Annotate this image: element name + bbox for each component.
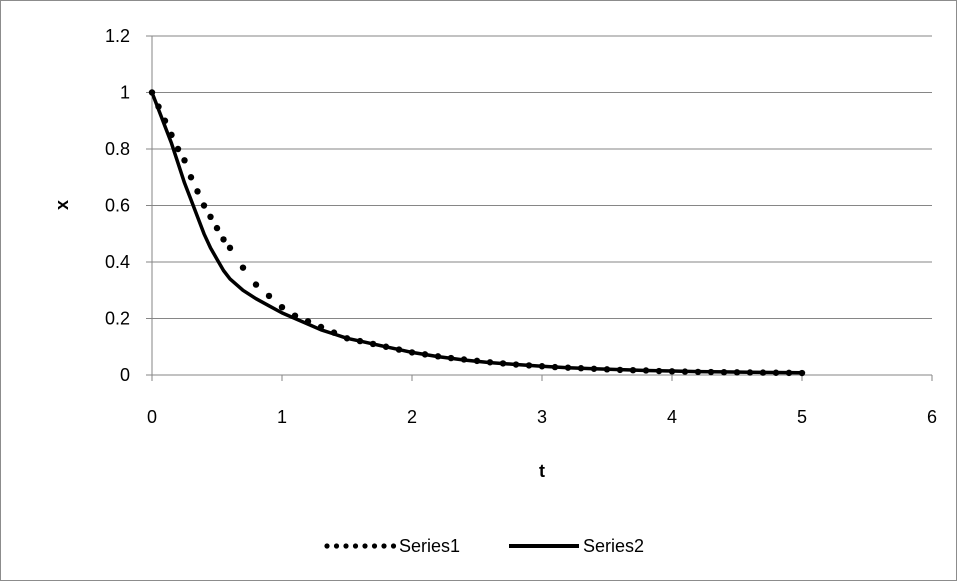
series1-point (168, 131, 175, 139)
series1-point (395, 346, 403, 353)
x-tick-label: 5 (797, 407, 807, 427)
series1-point (590, 365, 598, 372)
series1-point (499, 360, 507, 367)
legend-label-series1: Series1 (399, 536, 460, 556)
series1-point (304, 318, 312, 325)
series1-point (655, 367, 663, 375)
x-tick-label: 1 (277, 407, 287, 427)
legend-item-series1: Series1 (324, 536, 460, 556)
legend-item-series2: Series2 (509, 536, 644, 556)
series1-point (759, 369, 767, 376)
series1-point (473, 357, 481, 365)
series2-line (150, 90, 804, 375)
series1-point (603, 366, 611, 373)
x-ticks: 0 1 2 3 4 5 6 (147, 375, 937, 427)
series1-point (616, 366, 624, 374)
series1-point (746, 369, 754, 376)
series1-point (785, 369, 793, 377)
legend-label-series2: Series2 (583, 536, 644, 556)
series1-point (369, 340, 377, 348)
series1-point (447, 354, 455, 362)
series1-point (330, 329, 338, 336)
y-ticks: 0 0.2 0.4 0.6 0.8 1 1.2 (105, 26, 152, 385)
series1-point (681, 368, 689, 375)
x-tick-label: 2 (407, 407, 417, 427)
series1-point (421, 351, 429, 358)
series1-point (181, 157, 188, 164)
series1-point (720, 368, 728, 376)
series1-point (460, 356, 468, 363)
series1-point (564, 364, 572, 371)
legend-dot (343, 543, 349, 549)
series1-point (291, 312, 299, 319)
y-tick-label: 1.2 (105, 26, 130, 46)
series1-point (200, 202, 208, 209)
series1-point (213, 224, 221, 232)
legend-dot (324, 543, 330, 549)
series1-point (161, 117, 169, 124)
gridlines (152, 35, 932, 319)
legend-dot (381, 543, 387, 549)
series1-point (174, 145, 182, 153)
series1-point (356, 337, 364, 345)
series1-point (408, 349, 416, 356)
legend-dot (371, 543, 378, 549)
series1-point (220, 236, 227, 243)
series1-point (226, 244, 234, 252)
series1-point (382, 343, 390, 350)
series1-point (629, 366, 637, 374)
series1-point (265, 292, 273, 300)
y-tick-label: 0.2 (105, 309, 130, 329)
x-tick-label: 3 (537, 407, 547, 427)
legend-dot (390, 543, 397, 549)
series1-point (187, 174, 195, 181)
series1-point (512, 361, 520, 368)
y-tick-label: 0.8 (105, 139, 130, 159)
legend-dot (333, 543, 340, 549)
y-tick-label: 0 (120, 365, 130, 385)
series1-point (148, 89, 156, 96)
series1-point (155, 103, 162, 110)
series1-point (733, 369, 741, 376)
x-tick-label: 0 (147, 407, 157, 427)
series1-point (551, 363, 559, 371)
series1-point (194, 188, 201, 195)
series1-point (707, 368, 715, 376)
series1-point (317, 323, 325, 331)
series1-point (207, 213, 214, 220)
legend-dot (362, 543, 368, 549)
series (148, 89, 806, 377)
x-tick-label: 6 (927, 407, 937, 427)
x-axis-title: t (539, 461, 545, 481)
series1-point (239, 264, 247, 271)
series1-point (577, 365, 585, 372)
series1-point (538, 363, 546, 370)
series1-point (642, 367, 650, 374)
series1-point (772, 369, 780, 376)
series1-point (278, 304, 286, 311)
series1-point (525, 362, 533, 369)
y-axis-title: x (52, 200, 72, 210)
series1-point (434, 353, 442, 360)
series1-point (252, 281, 260, 288)
x-tick-label: 4 (667, 407, 677, 427)
series1-point (343, 335, 351, 342)
y-tick-label: 0.4 (105, 252, 130, 272)
legend: Series1 Series2 (324, 536, 644, 556)
legend-dot (352, 543, 359, 549)
series1-point (668, 368, 676, 375)
series1-point (486, 359, 494, 366)
series1-point (694, 368, 702, 376)
legend-symbol-series1 (324, 543, 397, 549)
y-tick-label: 0.6 (105, 196, 130, 216)
y-tick-label: 1 (120, 83, 130, 103)
series1-point (798, 369, 806, 377)
